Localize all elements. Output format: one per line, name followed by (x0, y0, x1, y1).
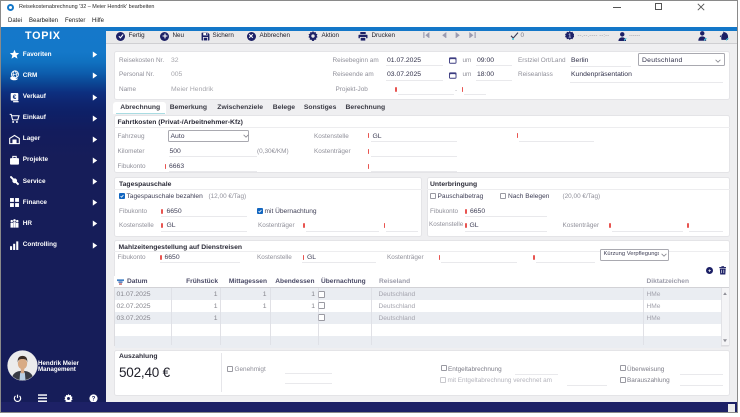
svg-text:?: ? (92, 395, 96, 402)
svg-text:€: € (13, 94, 17, 101)
svg-text:1: 1 (568, 33, 571, 39)
